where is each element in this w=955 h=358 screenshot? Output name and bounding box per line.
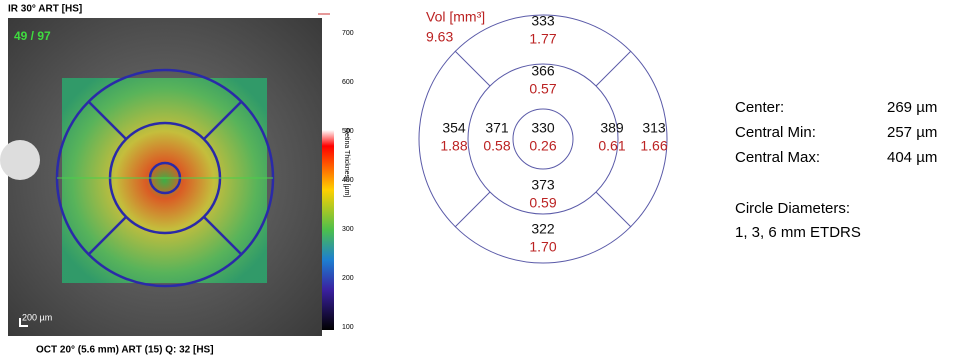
stat-value: 404 µm — [887, 149, 937, 166]
total-volume: 9.63 — [426, 29, 453, 45]
colorbar-tick: 100 — [342, 324, 354, 331]
sector-thickness: 322 — [531, 221, 555, 237]
colorbar-tick: 300 — [342, 226, 354, 233]
sector-volume: 1.88 — [440, 138, 467, 154]
diameters-label: Circle Diameters: — [735, 200, 850, 217]
colorbar-tick: 200 — [342, 275, 354, 282]
sector-thickness: 354 — [442, 120, 466, 136]
sector-volume: 0.58 — [483, 138, 510, 154]
sector-volume: 0.26 — [529, 138, 556, 154]
optic-disc — [0, 140, 40, 180]
stat-value: 257 µm — [887, 124, 937, 141]
report: 200 µm IR 30° ART [HS] 49 / 97 OCT 20° (… — [0, 0, 955, 358]
sector-volume: 0.59 — [529, 195, 556, 211]
sector-volume: 1.77 — [529, 31, 556, 47]
sector-volume: 1.66 — [640, 138, 667, 154]
colorbar-tick: 700 — [342, 30, 354, 37]
colorbar-tick: 600 — [342, 79, 354, 86]
fundus-footer: OCT 20° (5.6 mm) ART (15) Q: 32 [HS] — [36, 345, 214, 356]
colorbar-tick: 500 — [342, 128, 354, 135]
diameters-value: 1, 3, 6 mm ETDRS — [735, 224, 861, 241]
stat-value: 269 µm — [887, 99, 937, 116]
sector-thickness: 333 — [531, 13, 555, 29]
colorbar — [322, 130, 334, 330]
colorbar-label: Retina Thickness [µm] — [343, 128, 350, 197]
sector-volume: 0.57 — [529, 81, 556, 97]
sector-thickness: 366 — [531, 63, 555, 79]
fundus-title: IR 30° ART [HS] — [8, 4, 82, 15]
sector-thickness: 330 — [531, 120, 555, 136]
colorbar-tick: 400 — [342, 177, 354, 184]
stat-label: Central Min: — [735, 124, 816, 141]
sector-thickness: 373 — [531, 177, 555, 193]
frame-counter: 49 / 97 — [14, 29, 51, 43]
thickness-map — [62, 78, 267, 283]
stat-label: Central Max: — [735, 149, 820, 166]
report-canvas: 200 µm IR 30° ART [HS] 49 / 97 OCT 20° (… — [0, 0, 955, 358]
sector-thickness: 389 — [600, 120, 624, 136]
sector-thickness: 313 — [642, 120, 666, 136]
stat-label: Center: — [735, 99, 784, 116]
sector-thickness: 371 — [485, 120, 509, 136]
scale-label: 200 µm — [22, 312, 52, 322]
sector-volume: 1.70 — [529, 239, 556, 255]
volume-label: Vol [mm³] — [426, 9, 485, 25]
sector-volume: 0.61 — [598, 138, 625, 154]
